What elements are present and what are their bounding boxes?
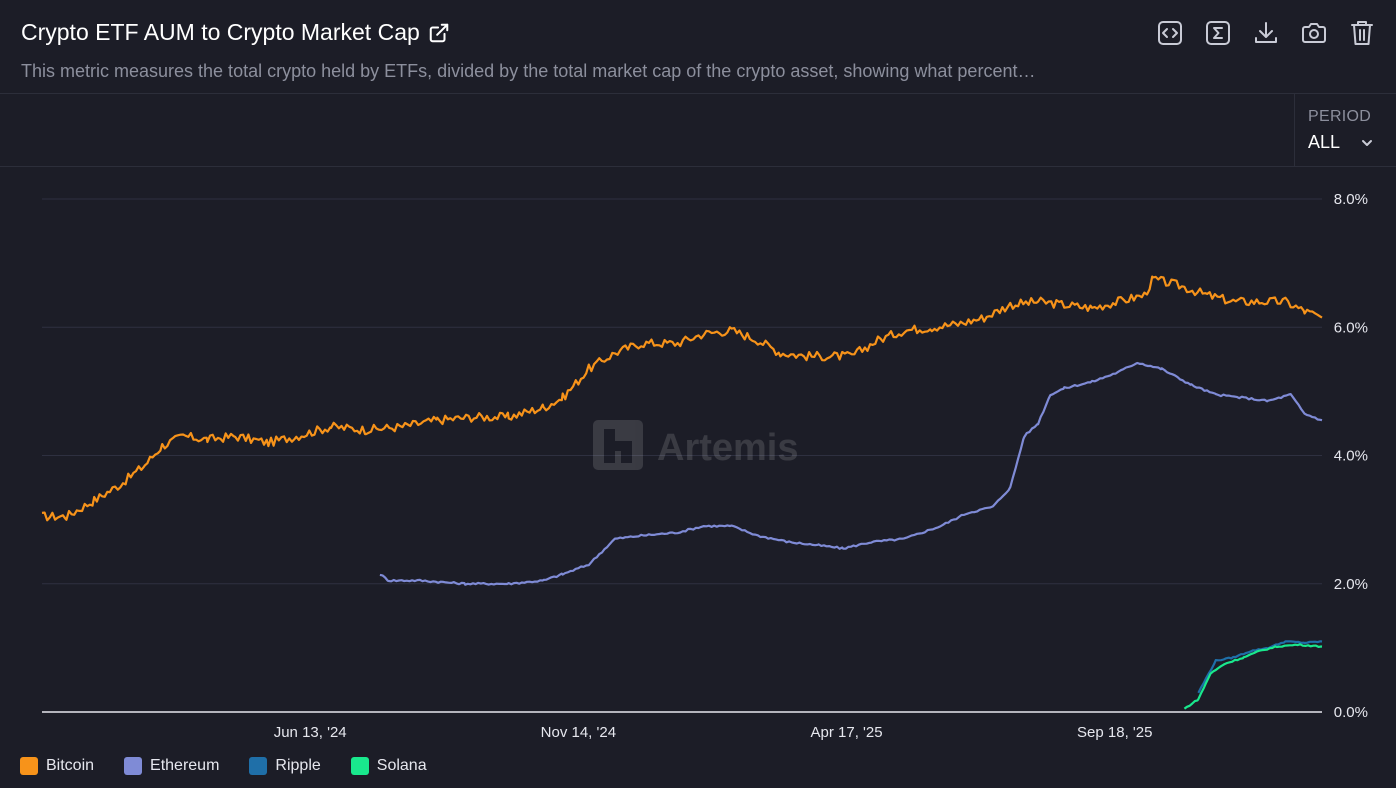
legend-swatch — [124, 757, 143, 775]
chart-controls: PERIOD ALL — [0, 94, 1396, 167]
grid-lines — [42, 198, 1322, 585]
period-label: PERIOD — [1308, 108, 1372, 125]
sum-icon[interactable] — [1204, 18, 1232, 48]
series-line-bitcoin[interactable] — [41, 275, 1323, 522]
legend-label: Ethereum — [150, 757, 220, 774]
chart-toolbar — [1156, 18, 1376, 48]
trash-icon[interactable] — [1348, 18, 1376, 48]
legend-item-bitcoin[interactable]: Bitcoin — [20, 757, 94, 775]
series-lines — [41, 275, 1323, 710]
x-tick-label: Nov 14, '24 — [541, 724, 616, 741]
legend-label: Bitcoin — [46, 757, 95, 774]
x-tick-label: Jun 13, '24 — [274, 724, 347, 741]
legend-item-ethereum[interactable]: Ethereum — [124, 757, 219, 775]
period-select[interactable]: PERIOD ALL — [1294, 94, 1396, 166]
embed-icon[interactable] — [1156, 18, 1184, 48]
legend-label: Solana — [376, 757, 427, 774]
watermark: Artemis — [593, 420, 799, 470]
legend-swatch — [350, 757, 369, 775]
y-tick-label: 4.0% — [1334, 448, 1368, 465]
series-line-ripple[interactable] — [1197, 640, 1323, 694]
chart-legend: Bitcoin Ethereum Ripple Solana — [20, 757, 457, 775]
y-tick-label: 0.0% — [1334, 704, 1368, 721]
chart-header: Crypto ETF AUM to Crypto Market Cap This… — [0, 0, 1396, 94]
legend-label: Ripple — [275, 757, 321, 774]
series-line-solana[interactable] — [1183, 643, 1323, 710]
axes: 8.0% 6.0% 4.0% 2.0% 0.0% Jun 13, '24 Nov 14, '… — [42, 191, 1368, 741]
download-icon[interactable] — [1252, 18, 1280, 48]
chart-subtitle: This metric measures the total crypto he… — [21, 61, 1036, 81]
legend-item-ripple[interactable]: Ripple — [249, 757, 321, 775]
legend-swatch — [20, 757, 38, 775]
chevron-down-icon — [1362, 139, 1372, 146]
series-line-ethereum[interactable] — [379, 361, 1323, 586]
period-value: ALL — [1308, 132, 1341, 152]
legend-item-solana[interactable]: Solana — [350, 757, 427, 775]
y-tick-label: 6.0% — [1334, 319, 1368, 336]
watermark-text: Artemis — [657, 427, 799, 469]
camera-icon[interactable] — [1300, 18, 1328, 48]
chart-title: Crypto ETF AUM to Crypto Market Cap — [21, 19, 450, 46]
legend-swatch — [249, 757, 268, 775]
y-tick-label: 2.0% — [1334, 576, 1368, 593]
artemis-logo-icon — [593, 420, 643, 470]
x-tick-label: Apr 17, '25 — [811, 724, 883, 741]
chart-title-text: Crypto ETF AUM to Crypto Market Cap — [21, 19, 420, 45]
chart-area: Artemis 8.0% 6.0% 4.0% 2.0% 0.0% Jun 13, '24 N… — [41, 191, 1368, 741]
y-tick-label: 8.0% — [1334, 191, 1368, 208]
x-tick-label: Sep 18, '25 — [1077, 724, 1152, 741]
external-link-icon[interactable] — [428, 22, 450, 44]
